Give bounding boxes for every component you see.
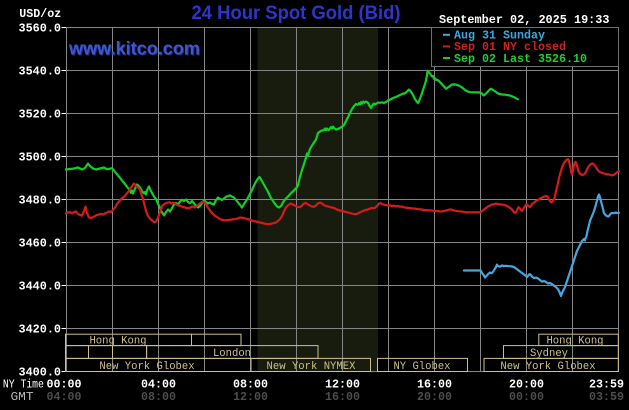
svg-text:3440.0: 3440.0 <box>19 280 62 294</box>
svg-text:3500.0: 3500.0 <box>19 151 62 165</box>
svg-text:London: London <box>213 348 251 360</box>
svg-text:00:00: 00:00 <box>509 390 544 404</box>
svg-text:24 Hour Spot Gold (Bid): 24 Hour Spot Gold (Bid) <box>192 3 401 24</box>
svg-text:16:00: 16:00 <box>417 377 452 391</box>
svg-text:16:00: 16:00 <box>325 390 360 404</box>
svg-text:20:00: 20:00 <box>417 390 452 404</box>
svg-text:NY Time: NY Time <box>3 377 44 391</box>
svg-text:12:00: 12:00 <box>233 390 268 404</box>
svg-text:Sydney: Sydney <box>530 348 568 360</box>
svg-text:00:00: 00:00 <box>47 377 82 391</box>
svg-text:3460.0: 3460.0 <box>19 237 62 251</box>
svg-text:3560.0: 3560.0 <box>19 22 62 36</box>
svg-text:www.kitco.com: www.kitco.com <box>68 39 200 59</box>
svg-text:03:59: 03:59 <box>589 390 624 404</box>
svg-text:Sep 01 NY closed: Sep 01 NY closed <box>454 40 566 54</box>
svg-text:GMT: GMT <box>11 390 34 404</box>
svg-text:New York NYMEX: New York NYMEX <box>267 361 356 373</box>
svg-text:3480.0: 3480.0 <box>19 194 62 208</box>
svg-text:04:00: 04:00 <box>141 377 176 391</box>
svg-text:3540.0: 3540.0 <box>19 65 62 79</box>
svg-text:08:00: 08:00 <box>141 390 176 404</box>
svg-text:12:00: 12:00 <box>325 377 360 391</box>
svg-text:New York Globex: New York Globex <box>99 361 195 373</box>
svg-text:USD/oz: USD/oz <box>19 7 61 21</box>
svg-text:Aug 31 Sunday: Aug 31 Sunday <box>454 29 545 43</box>
svg-text:New York Globex: New York Globex <box>500 361 596 373</box>
svg-text:www.kitco.com: www.kitco.com <box>69 40 201 60</box>
svg-text:3400.0: 3400.0 <box>19 366 62 380</box>
svg-text:3520.0: 3520.0 <box>19 108 62 122</box>
svg-text:NY Globex: NY Globex <box>393 361 450 373</box>
svg-text:Hong Kong: Hong Kong <box>89 336 146 348</box>
svg-text:3420.0: 3420.0 <box>19 323 62 337</box>
svg-text:20:00: 20:00 <box>509 377 544 391</box>
svg-text:Sep 02 Last 3526.10: Sep 02 Last 3526.10 <box>454 52 587 66</box>
svg-text:08:00: 08:00 <box>233 377 268 391</box>
svg-text:Hong Kong: Hong Kong <box>546 336 603 348</box>
svg-text:September 02, 2025 19:33: September 02, 2025 19:33 <box>439 13 610 27</box>
svg-text:04:00: 04:00 <box>47 390 82 404</box>
svg-text:23:59: 23:59 <box>589 377 624 391</box>
